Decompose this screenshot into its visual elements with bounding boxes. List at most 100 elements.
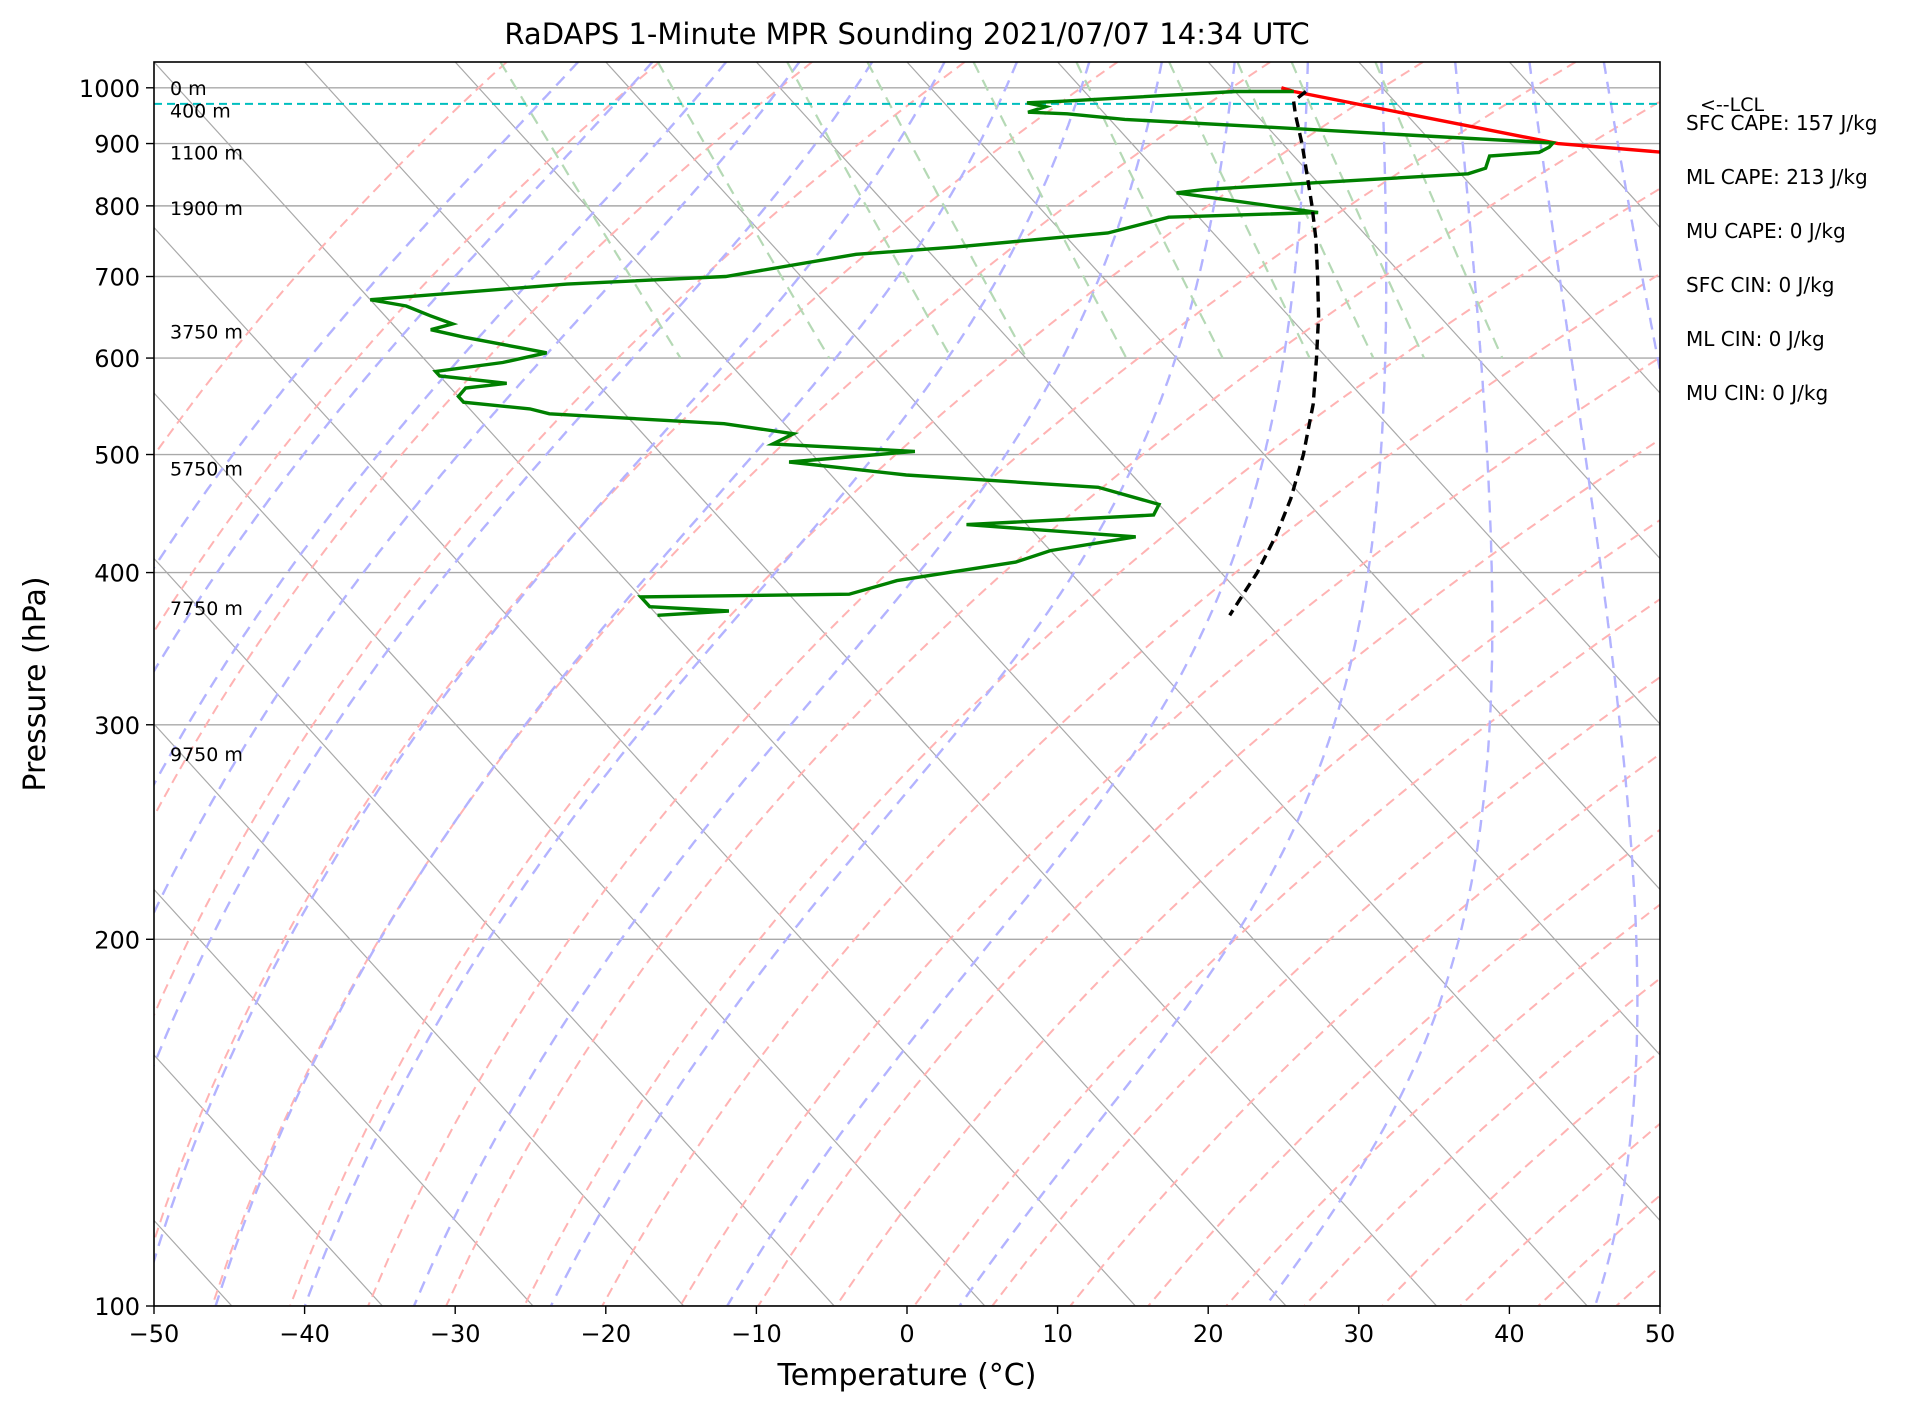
isotherm-line [906,62,1660,891]
stat-label: SFC CAPE: 157 J/kg [1686,111,1877,135]
isotherm-line [154,723,685,1306]
dry-adiabat-line [1537,1194,1660,1306]
isotherm-line [154,62,1287,1306]
dewpoint-trace [370,89,1557,617]
moist-adiabat-line [154,62,579,570]
height-label: 1900 m [170,198,243,220]
stat-label: MU CAPE: 0 J/kg [1686,219,1846,243]
height-label: 3750 m [170,321,243,343]
moist-adiabat-line [214,62,1019,1306]
mixing-ratio-line [786,62,953,359]
y-axis-label: Pressure (hPa) [18,576,53,791]
dry-adiabat-line [1303,977,1660,1306]
dry-adiabat-line [991,676,1660,1306]
mixing-ratio-line [1290,62,1426,359]
y-tick-label: 300 [94,712,140,740]
mixing-ratio-line [972,62,1128,359]
dry-adiabat-line [154,62,966,1018]
isotherm-line [1358,62,1660,394]
isotherm-line [1057,62,1660,725]
moist-adiabat-line [412,62,1163,1306]
y-tick-label: 700 [94,264,140,292]
parcel-trace [1228,90,1321,617]
height-label: 7750 m [170,598,243,620]
y-tick-label: 800 [94,193,140,221]
isotherm-line [1508,62,1660,229]
x-tick-label: 50 [1645,1320,1676,1348]
isotherm-line [755,62,1660,1056]
x-tick-label: −30 [430,1320,481,1348]
isotherm-line [1207,62,1660,560]
y-tick-label: 400 [94,560,140,588]
x-tick-label: 30 [1344,1320,1375,1348]
dry-adiabat-line [211,62,1271,1306]
dry-adiabat-line [289,62,1424,1306]
height-label: 9750 m [170,744,243,766]
isotherm-line [454,62,1588,1306]
isotherm-line [605,62,1660,1222]
dry-adiabat-line [154,62,813,819]
dry-adiabat-line [154,62,508,457]
moist-adiabat-line [154,62,874,1068]
dry-adiabat-line [523,187,1660,1306]
moist-adiabat-line [154,62,946,1265]
y-tick-label: 1000 [79,75,140,103]
moist-adiabat-line [154,62,654,674]
x-axis-label: Temperature (°C) [777,1358,1037,1393]
mixing-ratio-line [656,62,831,359]
y-tick-label: 600 [94,345,140,373]
moist-adiabat-line [1528,62,1639,1306]
height-label: 5750 m [170,458,243,480]
temperature-trace [1280,86,1660,154]
isotherm-line [154,392,986,1306]
moist-adiabat-line [154,62,728,787]
dry-adiabat-line [679,356,1660,1306]
dry-adiabat-line [154,62,660,634]
stat-label: SFC CIN: 0 J/kg [1686,273,1834,297]
dry-adiabat-line [1381,1050,1660,1306]
mixing-ratio-line [1236,62,1375,359]
dry-adiabat-line [757,438,1660,1306]
isotherm-line [1659,62,1660,63]
stat-label: ML CAPE: 213 J/kg [1686,165,1868,189]
y-tick-label: 500 [94,442,140,470]
chart-title: RaDAPS 1-Minute MPR Sounding 2021/07/07 … [504,17,1309,51]
y-tick-label: 900 [94,131,140,159]
moist-adiabat-line [1602,62,1660,377]
x-tick-label: −20 [580,1320,631,1348]
isotherm-line [154,1054,383,1306]
plot-frame [153,61,1661,1307]
stat-label: MU CIN: 0 J/kg [1686,381,1828,405]
dry-adiabat-line [601,272,1660,1306]
isotherm-line [304,62,1438,1306]
x-tick-label: −50 [129,1320,180,1348]
x-tick-label: −10 [731,1320,782,1348]
x-tick-label: 10 [1042,1320,1073,1348]
x-tick-label: −40 [279,1320,330,1348]
x-tick-label: 40 [1494,1320,1525,1348]
moist-adiabat-line [549,62,1236,1306]
height-label: 400 m [170,101,231,123]
x-tick-label: 0 [899,1320,914,1348]
moist-adiabat-line [958,62,1388,1306]
dry-adiabat-line [913,598,1660,1306]
dry-adiabat-line [1147,828,1660,1306]
mixing-ratio-line [1075,62,1224,359]
dry-adiabat-line [367,62,1577,1306]
stat-label: ML CIN: 0 J/kg [1686,327,1825,351]
y-tick-label: 200 [94,926,140,954]
moist-adiabat-line [1264,62,1494,1306]
moist-adiabat-line [154,62,801,916]
isotherm-line [154,888,534,1306]
mixing-ratio-line [866,62,1028,359]
isotherm-line [154,226,1136,1306]
lcl-label: <--LCL [1700,94,1764,116]
mixing-ratio-line [499,62,682,359]
isotherm-line [154,557,835,1306]
height-label: 0 m [170,78,207,100]
dry-adiabat-line [154,62,1119,1245]
dry-adiabat-line [445,100,1660,1306]
height-label: 1100 m [170,142,243,164]
mixing-ratio-line [1374,62,1504,359]
